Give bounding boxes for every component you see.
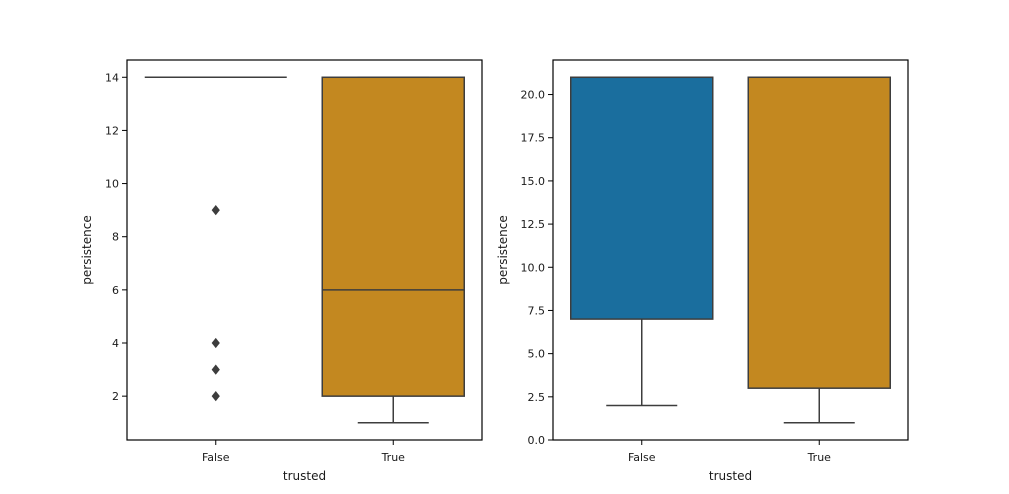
x-axis-label: trusted [283,469,326,483]
y-tick-label: 8 [112,231,119,244]
y-tick-label: 4 [112,337,119,350]
box-true [321,76,465,424]
y-tick-label: 20.0 [521,89,546,102]
y-tick-label: 2.5 [528,391,546,404]
x-tick-label: True [807,451,832,464]
y-axis-label: persistence [496,215,510,284]
y-tick-label: 10 [105,178,119,191]
right-boxplot-panel: 0.0 2.5 5.0 7.5 10.0 12.5 15.0 17.5 20.0 False Tru… [496,59,909,483]
x-tick-label: False [628,451,656,464]
box-false [570,76,714,407]
box-body [747,76,891,389]
y-tick-label: 10.0 [521,261,546,274]
outlier-point [211,391,220,402]
outlier-point [211,204,220,216]
box-body [321,76,465,397]
outlier-point [211,364,220,375]
y-tick-label: 17.5 [521,132,546,145]
y-tick-label: 7.5 [528,304,546,317]
y-axis-label: persistence [80,215,94,284]
y-tick-label: 5.0 [528,348,546,361]
box-false [144,76,287,402]
box-true [747,76,891,424]
y-tick-label: 14 [105,71,119,84]
y-tick-label: 2 [112,390,119,403]
y-tick-label: 0.0 [528,434,546,447]
x-axis-label: trusted [709,469,752,483]
y-tick-label: 15.0 [521,175,546,188]
y-tick-label: 6 [112,284,119,297]
outlier-point [211,337,220,349]
x-tick-label: True [381,451,406,464]
left-boxplot-panel: 2 4 6 8 10 12 14 False True trusted persistence [80,59,483,483]
y-tick-label: 12 [105,124,119,137]
axes-frame [552,59,909,441]
x-tick-label: False [202,451,230,464]
y-tick-label: 12.5 [521,218,546,231]
box-body [570,76,714,320]
axes-frame [126,59,483,441]
